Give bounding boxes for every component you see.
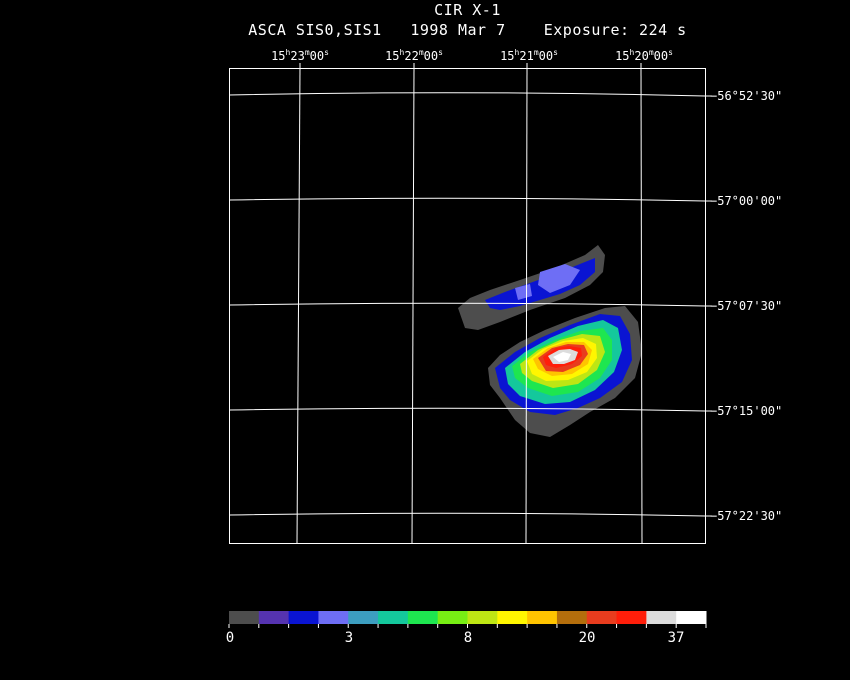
dec-tick-label: −57°07'30" — [710, 299, 783, 313]
observation-info: ASCA SIS0,SIS1 1998 Mar 7 Exposure: 224 … — [0, 21, 850, 39]
colorbar-segment — [378, 611, 409, 624]
lower-source-blob — [488, 306, 642, 437]
dec-tick-label: −56°52'30" — [710, 89, 783, 103]
colorbar-segment — [437, 611, 468, 624]
colorbar-segment — [467, 611, 498, 624]
dec-tick-label: −57°15'00" — [710, 404, 783, 418]
colorbar-label: 37 — [667, 630, 685, 646]
instrument-label: ASCA SIS0,SIS1 — [248, 21, 382, 39]
colorbar-segment — [229, 611, 260, 624]
colorbar-segment — [586, 611, 618, 624]
colorbar-label: 8 — [463, 630, 473, 646]
ra-tick-label: 15h22m00s — [385, 48, 443, 63]
ra-tick-label: 15h20m00s — [615, 48, 673, 63]
colorbar — [229, 611, 707, 624]
colorbar-segment — [288, 611, 319, 624]
colorbar-segment — [497, 611, 528, 624]
ra-tick-label: 15h21m00s — [500, 48, 558, 63]
colorbar-label: 0 — [225, 630, 235, 646]
colorbar-segment — [556, 611, 588, 624]
upper-source-blob — [458, 245, 605, 330]
colorbar-label: 20 — [578, 630, 596, 646]
dec-grid — [228, 92, 706, 517]
colorbar-segment — [348, 611, 379, 624]
colorbar-segment — [646, 611, 677, 624]
ra-tick-label: 15h23m00s — [271, 48, 329, 63]
image-title: CIR X-1 — [434, 1, 501, 19]
colorbar-segment — [676, 611, 707, 624]
colorbar-segment — [616, 611, 647, 624]
dec-tick-label: −57°22'30" — [710, 509, 783, 523]
colorbar-segment — [527, 611, 558, 624]
colorbar-label: 3 — [344, 630, 354, 646]
exposure-label: Exposure: 224 s — [543, 21, 687, 39]
date-label: 1998 Mar 7 — [410, 21, 506, 39]
colorbar-segment — [258, 611, 290, 624]
colorbar-segment — [318, 611, 349, 624]
colorbar-segment — [407, 611, 439, 624]
dec-tick-label: −57°00'00" — [710, 194, 783, 208]
